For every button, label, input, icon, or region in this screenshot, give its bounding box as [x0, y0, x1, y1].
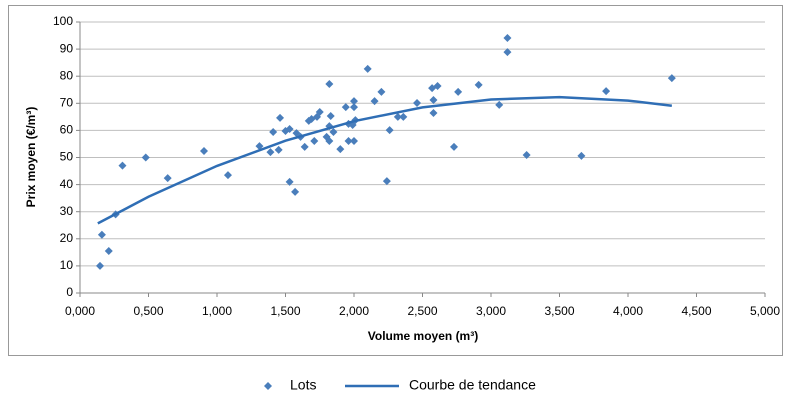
point — [429, 96, 438, 105]
point — [503, 33, 512, 42]
point — [285, 125, 294, 134]
point — [274, 145, 283, 154]
legend-label: Lots — [290, 377, 316, 393]
x-tick-label: 3,000 — [476, 304, 506, 318]
x-tick-label: 0,000 — [65, 304, 95, 318]
point — [325, 80, 334, 89]
point — [285, 177, 294, 186]
point — [382, 177, 391, 186]
point — [141, 153, 150, 162]
point — [104, 246, 113, 255]
point — [350, 97, 358, 106]
point — [163, 174, 172, 183]
point — [370, 97, 379, 106]
legend-marker — [264, 382, 272, 390]
point — [300, 142, 309, 151]
point — [344, 136, 353, 145]
point — [341, 103, 350, 112]
point — [385, 126, 394, 135]
x-tick-label: 4,000 — [613, 304, 643, 318]
point — [454, 87, 463, 96]
x-tick-label: 1,500 — [270, 304, 300, 318]
y-tick-label: 50 — [60, 150, 74, 164]
point — [429, 109, 438, 118]
x-tick-label: 2,500 — [407, 304, 437, 318]
point — [325, 136, 334, 145]
point — [315, 107, 324, 116]
point — [503, 48, 512, 57]
point — [199, 146, 208, 155]
point — [326, 112, 335, 121]
x-tick-label: 1,000 — [202, 304, 232, 318]
point — [393, 112, 402, 121]
point — [377, 87, 386, 96]
y-tick-label: 40 — [60, 177, 74, 191]
y-tick-label: 100 — [53, 14, 73, 28]
x-tick-label: 5,000 — [750, 304, 780, 318]
trend-line — [97, 95, 672, 225]
point — [118, 161, 127, 170]
point — [96, 261, 105, 270]
point — [495, 100, 504, 109]
point — [266, 148, 275, 157]
x-axis-label: Volume moyen (m³) — [368, 329, 478, 343]
point — [291, 187, 300, 196]
y-axis-label: Prix moyen (€/m³) — [24, 107, 38, 208]
chart-border — [8, 5, 783, 356]
point — [577, 151, 586, 160]
point — [399, 112, 408, 121]
point — [522, 151, 531, 160]
point — [255, 142, 264, 151]
x-tick-label: 3,500 — [544, 304, 574, 318]
y-tick-label: 70 — [60, 95, 74, 109]
point — [269, 128, 278, 137]
point — [276, 113, 285, 122]
point — [97, 230, 106, 239]
point — [433, 81, 442, 90]
y-tick-label: 0 — [66, 285, 73, 299]
point — [329, 128, 338, 137]
point — [450, 142, 459, 151]
point — [310, 136, 319, 145]
point — [474, 80, 483, 89]
y-tick-label: 10 — [60, 258, 74, 272]
legend-label: Courbe de tendance — [409, 377, 536, 393]
point — [350, 103, 358, 112]
point — [223, 171, 232, 180]
x-tick-label: 4,500 — [681, 304, 711, 318]
x-tick-label: 2,000 — [339, 304, 369, 318]
y-tick-label: 90 — [60, 41, 74, 55]
y-tick-label: 80 — [60, 68, 74, 82]
point — [350, 136, 358, 145]
point — [336, 145, 345, 154]
point — [413, 99, 422, 108]
y-tick-label: 60 — [60, 123, 74, 137]
point — [363, 64, 372, 73]
x-tick-label: 0,500 — [133, 304, 163, 318]
y-tick-label: 20 — [60, 231, 74, 245]
point — [602, 87, 611, 96]
y-tick-label: 30 — [60, 204, 74, 218]
point — [667, 74, 676, 83]
